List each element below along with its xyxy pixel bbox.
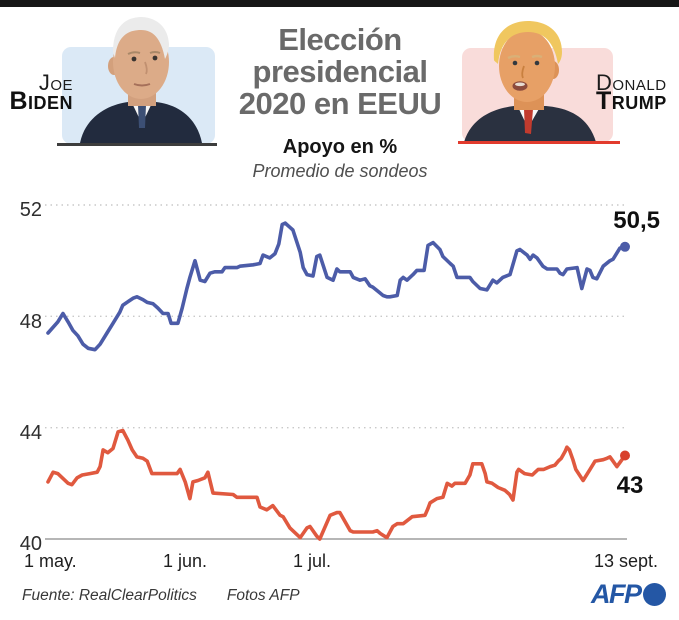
photo-credit-text: Fotos AFP (226, 587, 300, 604)
biden-right-eye (152, 55, 158, 61)
title-line-3: 2020 en EEUU (238, 86, 442, 121)
x-tick-1jul: 1 jul. (292, 551, 332, 571)
series-line-biden (46, 221, 627, 352)
trump-hair (493, 20, 562, 64)
afp-logo: AFP (591, 581, 666, 608)
trump-underline (458, 141, 620, 144)
x-tick-1jun: 1 jun. (162, 551, 208, 571)
trump-right-eye (534, 60, 540, 66)
biden-last-name: Biden (9, 87, 73, 115)
series-line-trump (46, 428, 627, 541)
page-title: Elección presidencial 2020 en EEUU (210, 24, 470, 120)
biden-photo (80, 17, 202, 143)
trump-nose (521, 65, 525, 79)
trump-left-brow (507, 55, 521, 60)
candidate-name-biden: Joe Biden (0, 70, 73, 115)
biden-end-value-label: 50,5 (613, 207, 660, 234)
trump-right-brow (531, 54, 543, 59)
x-tick-1may: 1 may. (24, 551, 77, 571)
trump-first-name: Donald (596, 70, 667, 95)
trump-end-value-label: 43 (616, 472, 644, 499)
biden-left-eye (131, 56, 137, 62)
biden-underline (57, 143, 217, 146)
y-tick-40: 40 (19, 533, 42, 555)
y-tick-52: 52 (19, 199, 42, 221)
source-text: Fuente: RealClearPolitics (22, 587, 197, 604)
biden-hair (113, 17, 169, 59)
x-tick-13sept: 13 sept. (593, 551, 658, 571)
trump-photo (464, 20, 596, 142)
trump-last-name: Trump (596, 87, 667, 115)
y-tick-44: 44 (19, 422, 42, 444)
biden-first-name: Joe (38, 70, 73, 95)
trump-left-eye (512, 60, 518, 66)
biden-right-brow (149, 51, 161, 54)
top-border (0, 0, 679, 7)
biden-face (113, 25, 169, 99)
series-end-dot-trump (620, 450, 630, 461)
chart-subtitle-2: Promedio de sondeos (252, 161, 428, 181)
trump-teeth (515, 82, 525, 87)
title-line-1: Elección (278, 22, 402, 57)
biden-left-brow (127, 51, 141, 55)
biden-tie (138, 105, 146, 128)
biden-portrait-figure (80, 17, 202, 143)
chart-subtitle: Apoyo en % (282, 136, 398, 158)
source-line: Fuente: RealClearPolitics Fotos AFP (22, 587, 300, 605)
title-line-2: presidencial (252, 54, 428, 89)
afp-logo-circle-icon (642, 583, 666, 606)
trump-face (499, 30, 555, 102)
biden-mouth (133, 83, 151, 87)
candidate-name-trump: Donald Trump (596, 70, 679, 115)
y-tick-48: 48 (19, 311, 42, 333)
trump-tie (524, 109, 533, 134)
biden-nose (144, 61, 148, 75)
series-end-dot-biden (620, 241, 630, 252)
trump-portrait-figure (464, 20, 596, 142)
afp-logo-text: AFP (591, 579, 642, 609)
